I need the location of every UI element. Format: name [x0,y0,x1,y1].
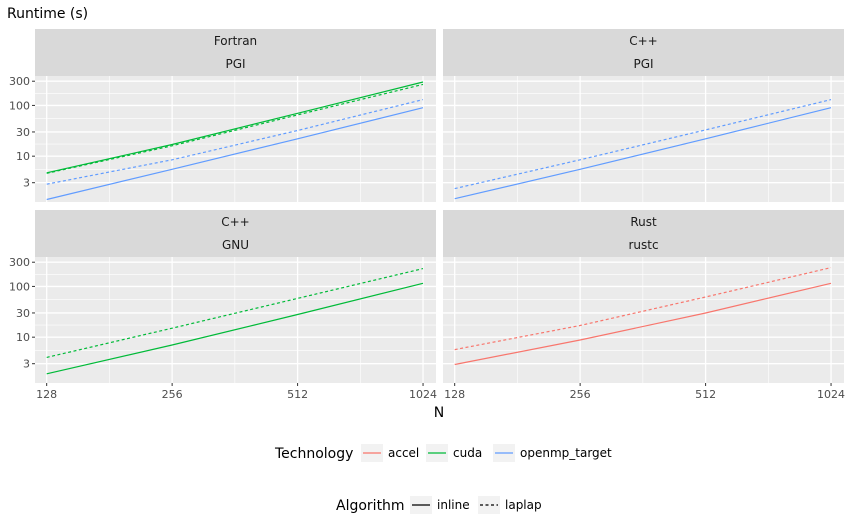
legend-entry-label: inline [437,498,470,512]
facet-panel: Rust rustc 128 256 512 1024 [443,210,845,401]
series-line-openmp_target-inline [454,107,832,200]
x-tick-label: 256 [570,388,591,401]
y-tick-label: 300 [9,75,30,88]
facet-strip-top [443,29,844,53]
y-tick-label: 10 [16,331,30,344]
legend-technology: Technology accel cuda openmp_target [274,444,612,462]
x-tick-label: 512 [287,388,308,401]
facet-strip-top [35,29,436,53]
x-tick-label: 512 [695,388,716,401]
facet-label-top: Fortran [214,34,257,48]
legend-entry-label: accel [388,446,419,460]
y-tick-label: 10 [16,150,30,163]
legend-key [478,496,500,514]
facet-panel: C++ PGI [443,29,844,202]
facet-panel: Fortran PGI 3 10 30 100 300 [9,29,436,202]
y-tick-label: 3 [23,358,30,371]
plot-background [443,257,844,383]
legend-entry-label: openmp_target [520,446,612,460]
legend-algorithm: Algorithm inline laplap [336,496,542,514]
series-line-cuda-inline [46,81,424,174]
legend-entry-label: cuda [453,446,482,460]
facet-label-bottom: PGI [633,57,653,71]
legends: Technology accel cuda openmp_target Algorith… [274,444,612,514]
facet-label-bottom: GNU [222,238,249,252]
x-tick-label: 256 [162,388,183,401]
legend-entry-label: laplap [505,498,542,512]
series-line-cuda-laplap [46,83,424,174]
facet-label-bottom: PGI [225,57,245,71]
y-tick-label: 100 [9,99,30,112]
x-tick-label: 1024 [409,388,437,401]
x-axis-title: N [434,405,444,421]
y-tick-label: 30 [16,126,30,139]
facet-panels: Fortran PGI 3 10 30 100 300 C++ PGI C++ GNU 3 10 30 10… [9,29,845,401]
x-tick-label: 128 [36,388,57,401]
facet-panel: C++ GNU 3 10 30 100 300 128 256 512 1024 [9,210,437,401]
x-tick-label: 128 [444,388,465,401]
plot-background [35,257,436,383]
y-tick-label: 300 [9,256,30,269]
series-line-openmp_target-inline [46,107,424,201]
y-tick-label: 3 [23,177,30,190]
plot-background [443,76,844,202]
facet-strip-bottom [35,52,436,76]
series-line-accel-laplap [454,267,832,351]
facet-label-top: Rust [630,215,657,229]
legend-title: Algorithm [336,498,405,514]
series-line-openmp_target-laplap [46,99,424,185]
y-tick-label: 100 [9,280,30,293]
facet-strip-top [443,210,844,234]
y-axis-title: Runtime (s) [7,6,88,22]
facet-strip-bottom [443,52,844,76]
facet-label-top: C++ [221,215,250,229]
series-line-openmp_target-laplap [454,99,832,190]
facet-strip-top [35,210,436,234]
x-tick-label: 1024 [817,388,845,401]
facet-strip-bottom [443,233,844,257]
series-line-accel-inline [454,282,832,366]
y-tick-label: 30 [16,307,30,320]
facet-label-top: C++ [629,34,658,48]
series-line-cuda-laplap [46,268,424,358]
legend-title: Technology [274,446,353,462]
series-line-cuda-inline [46,282,424,375]
facet-strip-bottom [35,233,436,257]
facet-label-bottom: rustc [628,238,658,252]
